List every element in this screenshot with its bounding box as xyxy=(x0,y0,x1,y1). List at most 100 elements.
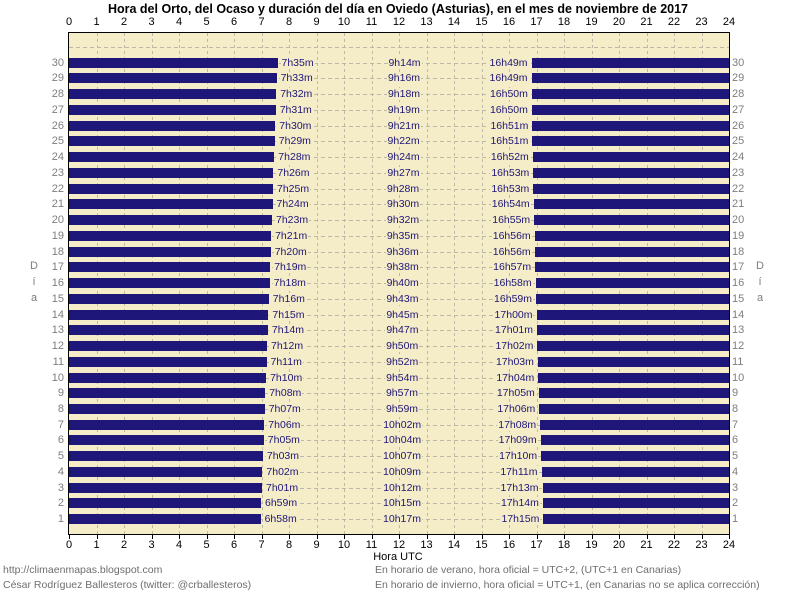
day-tick-left: 9 xyxy=(57,387,64,400)
night-bar-right xyxy=(532,152,729,163)
night-bar-right xyxy=(538,388,729,399)
sunrise-time-label: 7h01m xyxy=(265,481,300,494)
sunset-time-label: 16h57m xyxy=(492,261,533,274)
night-bar-right xyxy=(535,262,729,273)
hour-tick-top: 5 xyxy=(203,16,210,28)
night-bar-right xyxy=(542,482,729,493)
hour-tick-top: 8 xyxy=(285,16,293,28)
day-tick-right: 12 xyxy=(732,340,745,352)
hour-tick-top: 4 xyxy=(175,16,183,28)
x-axis-top: 0 1 2 3 4 5 6 7 8 9 10 11 12 13 14 15 16 17 18 19 20 21 22 23 24 xyxy=(0,16,796,29)
night-bar-left xyxy=(69,514,261,525)
hour-tick-bottom: 24 xyxy=(722,539,736,551)
hour-tick-bottom: 14 xyxy=(447,539,461,551)
hour-tick-bottom: 5 xyxy=(203,539,210,551)
day-tick-left: 20 xyxy=(51,214,64,226)
hour-tick-bottom: 4 xyxy=(175,539,183,551)
day-tick-right: 21 xyxy=(732,198,745,211)
hour-tick-bottom: 19 xyxy=(585,539,598,551)
sunset-time-label: 17h04m xyxy=(495,371,536,384)
sunrise-time-label: 7h06m xyxy=(267,418,302,431)
day-tick-left: 13 xyxy=(51,324,64,337)
hour-tick-bottom: 11 xyxy=(365,539,378,551)
day-tick-right: 13 xyxy=(732,324,745,337)
sunset-time-label: 17h01m xyxy=(494,324,534,337)
hour-tick-bottom: 17 xyxy=(530,539,543,551)
axis-tick-mark xyxy=(316,535,318,539)
sunrise-time-label: 7h02m xyxy=(265,465,300,478)
daylength-label: 9h32m xyxy=(386,214,421,226)
night-bar-right xyxy=(533,199,729,210)
day-tick-left: 12 xyxy=(51,340,64,352)
night-bar-left xyxy=(69,419,265,430)
axis-tick-mark xyxy=(96,535,98,539)
sunrise-time-label: 7h20m xyxy=(273,245,308,258)
night-bar-left xyxy=(69,230,272,241)
daylength-label: 9h38m xyxy=(385,261,420,274)
hour-tick-bottom: 8 xyxy=(285,539,293,551)
hour-tick-bottom: 1 xyxy=(93,539,100,551)
night-bar-right xyxy=(539,403,729,414)
axis-tick-mark xyxy=(371,535,373,539)
day-tick-left: 30 xyxy=(51,56,64,69)
sunset-time-label: 17h02m xyxy=(494,340,535,352)
sunset-time-label: 16h49m xyxy=(488,72,529,85)
sunset-time-label: 17h14m xyxy=(499,497,540,510)
night-bar-left xyxy=(69,325,268,336)
daylength-label: 9h50m xyxy=(385,340,420,352)
hour-tick-top: 21 xyxy=(640,16,653,28)
hour-tick-bottom: 15 xyxy=(475,539,488,551)
sunset-time-label: 16h51m xyxy=(489,119,530,132)
day-tick-left: 18 xyxy=(51,245,64,258)
daylength-label: 9h59m xyxy=(384,402,420,415)
daylength-label: 10h17m xyxy=(382,513,422,526)
day-tick-right: 7 xyxy=(732,418,739,431)
day-tick-right: 10 xyxy=(732,371,745,384)
footer-note-winter: En horario de invierno, hora oficial = U… xyxy=(375,579,760,591)
day-tick-right: 20 xyxy=(732,214,745,226)
hour-tick-bottom: 18 xyxy=(557,539,571,551)
axis-tick-mark xyxy=(206,535,208,539)
daylength-label: 9h24m xyxy=(386,151,421,164)
day-tick-right: 24 xyxy=(732,151,745,164)
day-tick-left: 2 xyxy=(57,497,64,510)
sunrise-time-label: 7h30m xyxy=(278,119,313,132)
night-bar-left xyxy=(69,136,275,147)
day-tick-right: 23 xyxy=(732,166,745,179)
sunset-time-label: 17h06m xyxy=(496,402,537,415)
day-tick-left: 16 xyxy=(51,277,64,289)
axis-tick-mark xyxy=(564,535,565,539)
axis-tick-mark xyxy=(701,535,703,539)
axis-tick-mark xyxy=(261,535,263,539)
hour-tick-top: 16 xyxy=(502,16,516,28)
night-bar-right xyxy=(537,325,729,336)
night-bar-left xyxy=(69,167,274,178)
day-tick-left: 24 xyxy=(51,151,64,164)
sunset-time-label: 17h09m xyxy=(497,434,538,447)
axis-tick-mark xyxy=(674,535,675,539)
day-tick-left: 7 xyxy=(57,418,64,431)
hour-tick-top: 2 xyxy=(120,16,128,28)
night-bar-right xyxy=(541,466,729,477)
day-tick-right: 29 xyxy=(732,72,745,85)
daylength-label: 9h30m xyxy=(386,198,421,211)
daylength-label: 10h15m xyxy=(382,497,422,510)
sunrise-time-label: 6h59m xyxy=(264,497,299,510)
axis-tick-mark xyxy=(289,535,290,539)
night-bar-left xyxy=(69,498,261,509)
axis-tick-mark xyxy=(124,535,125,539)
hour-tick-top: 23 xyxy=(695,16,708,28)
night-bar-right xyxy=(531,89,729,100)
night-bar-right xyxy=(533,183,729,194)
day-tick-left: 23 xyxy=(51,166,64,179)
hour-tick-bottom: 9 xyxy=(313,539,320,551)
sunrise-time-label: 7h11m xyxy=(269,355,303,368)
day-tick-left: 8 xyxy=(57,402,64,415)
hour-tick-bottom: 13 xyxy=(420,539,433,551)
daylength-label: 9h35m xyxy=(385,229,420,242)
sunset-time-label: 16h55m xyxy=(491,214,532,226)
sunset-time-label: 16h50m xyxy=(488,88,529,101)
day-tick-right: 17 xyxy=(732,261,745,274)
night-bar-right xyxy=(536,309,729,320)
night-bar-left xyxy=(69,293,269,304)
